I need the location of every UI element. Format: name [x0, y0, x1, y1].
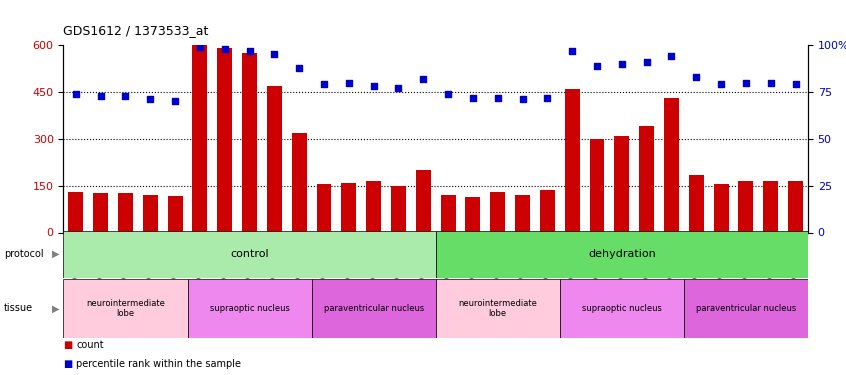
Bar — [614, 136, 629, 232]
Text: paraventricular nucleus: paraventricular nucleus — [323, 304, 424, 313]
Point — [640, 59, 653, 65]
Point — [565, 48, 579, 54]
Point — [788, 81, 802, 87]
Point — [218, 46, 232, 52]
Point — [665, 53, 678, 59]
Point — [144, 96, 157, 102]
Bar — [640, 126, 654, 232]
Text: ■: ■ — [63, 340, 73, 350]
Bar — [188, 279, 311, 338]
Bar — [465, 196, 481, 232]
Point — [267, 51, 281, 57]
Bar — [436, 279, 560, 338]
Point — [739, 80, 753, 86]
Bar — [436, 231, 808, 278]
Text: supraoptic nucleus: supraoptic nucleus — [582, 304, 662, 313]
Point — [442, 91, 455, 97]
Bar — [416, 170, 431, 232]
Text: neurointermediate
lobe: neurointermediate lobe — [86, 299, 165, 318]
Bar — [63, 231, 436, 278]
Bar — [292, 132, 306, 232]
Bar — [168, 196, 183, 232]
Bar — [664, 98, 678, 232]
Point — [94, 93, 107, 99]
Bar — [316, 184, 332, 232]
Text: paraventricular nucleus: paraventricular nucleus — [695, 304, 796, 313]
Text: ▶: ▶ — [52, 249, 59, 259]
Bar — [560, 279, 684, 338]
Point — [69, 91, 83, 97]
Point — [168, 98, 182, 104]
Bar — [311, 279, 436, 338]
Point — [392, 85, 405, 91]
Bar — [565, 89, 580, 232]
Text: neurointermediate
lobe: neurointermediate lobe — [459, 299, 537, 318]
Bar — [590, 139, 604, 232]
Text: GDS1612 / 1373533_at: GDS1612 / 1373533_at — [63, 24, 209, 38]
Point — [541, 94, 554, 100]
Point — [243, 48, 256, 54]
Text: tissue: tissue — [4, 303, 33, 313]
Point — [118, 93, 132, 99]
Bar — [69, 192, 83, 232]
Bar — [684, 279, 808, 338]
Point — [714, 81, 728, 87]
Bar — [118, 193, 133, 232]
Bar — [739, 181, 753, 232]
Bar — [217, 48, 232, 232]
Point — [367, 83, 381, 89]
Text: percentile rank within the sample: percentile rank within the sample — [76, 359, 241, 369]
Point — [689, 74, 703, 80]
Text: dehydration: dehydration — [588, 249, 656, 259]
Bar — [63, 279, 188, 338]
Text: control: control — [230, 249, 269, 259]
Bar — [93, 192, 108, 232]
Text: protocol: protocol — [4, 249, 44, 259]
Point — [416, 76, 430, 82]
Bar — [342, 183, 356, 232]
Point — [591, 63, 604, 69]
Point — [615, 61, 629, 67]
Text: ■: ■ — [63, 359, 73, 369]
Point — [317, 81, 331, 87]
Bar — [267, 86, 282, 232]
Bar — [689, 175, 704, 232]
Point — [491, 94, 504, 100]
Point — [764, 80, 777, 86]
Point — [293, 64, 306, 70]
Bar — [193, 45, 207, 232]
Bar — [366, 181, 381, 232]
Bar — [540, 190, 555, 232]
Text: count: count — [76, 340, 104, 350]
Point — [342, 80, 355, 86]
Bar — [491, 192, 505, 232]
Point — [193, 44, 206, 50]
Bar — [143, 195, 157, 232]
Point — [516, 96, 530, 102]
Bar — [788, 181, 803, 232]
Bar — [515, 195, 530, 232]
Point — [466, 94, 480, 100]
Bar — [441, 195, 455, 232]
Bar — [714, 184, 728, 232]
Text: ▶: ▶ — [52, 303, 59, 313]
Bar — [391, 186, 406, 232]
Text: supraoptic nucleus: supraoptic nucleus — [210, 304, 289, 313]
Bar — [242, 53, 257, 232]
Bar — [763, 181, 778, 232]
